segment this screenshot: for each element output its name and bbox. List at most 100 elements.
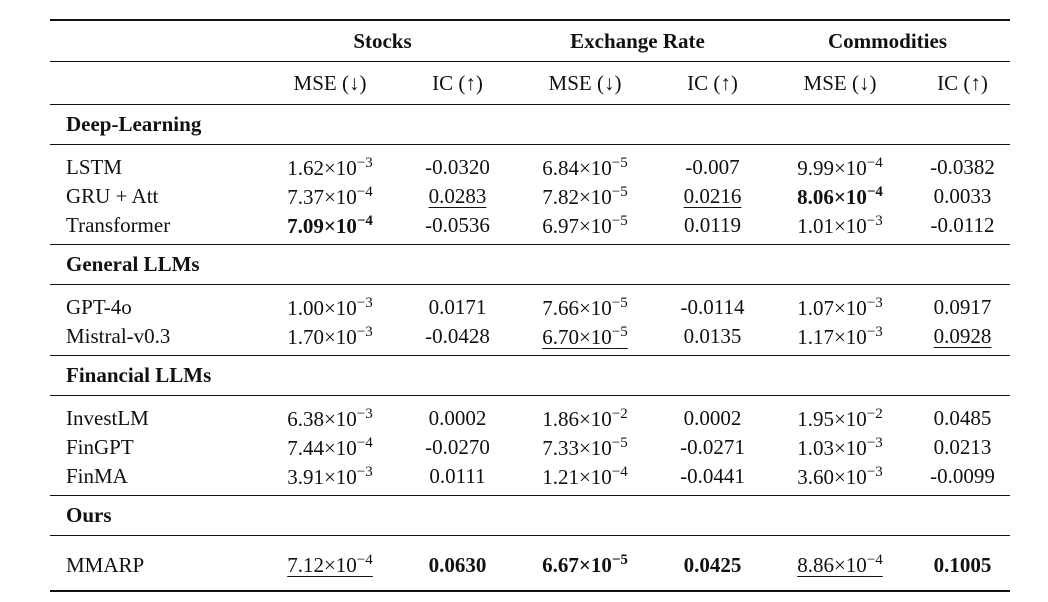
ic-cell: 0.0216 [660, 182, 765, 211]
ic-cell: 0.0135 [660, 322, 765, 356]
mse-value: 6.38×10−3 [287, 405, 373, 431]
mse-cell: 7.82×10−5 [510, 182, 660, 211]
mse-exponent: −4 [356, 434, 373, 451]
section-row: Financial LLMs [50, 355, 1010, 396]
ic-value: 0.0002 [428, 406, 487, 430]
mse-cell: 1.95×10−2 [765, 395, 915, 433]
section-label: Deep-Learning [50, 104, 1010, 145]
ic-cell: 0.0213 [915, 433, 1010, 462]
mse-cell: 1.86×10−2 [510, 395, 660, 433]
mse-mantissa: 6.97 [542, 213, 579, 238]
mse-mantissa: 9.99 [797, 155, 834, 180]
mse-exponent: −3 [356, 154, 373, 171]
mse-mantissa: 8.86 [797, 553, 834, 577]
ic-cell: -0.007 [660, 144, 765, 182]
corner-cell [50, 61, 255, 105]
mse-mantissa: 1.17 [797, 324, 834, 349]
ic-cell: 0.1005 [915, 535, 1010, 592]
table-row: FinGPT 7.44×10−4 -0.0270 7.33×10−5 -0.0271 1.… [50, 433, 1010, 462]
ic-value: 0.0485 [933, 406, 992, 430]
mse-mantissa: 7.66 [542, 295, 579, 320]
mse-exponent: −4 [866, 552, 883, 568]
ic-value: 0.0283 [428, 184, 487, 208]
mse-mantissa: 7.33 [542, 435, 579, 460]
mse-exponent: −3 [866, 323, 883, 340]
table-row: InvestLM 6.38×10−3 0.0002 1.86×10−2 0.0002 1.… [50, 395, 1010, 433]
mse-cell: 6.97×10−5 [510, 211, 660, 245]
ic-value: -0.0382 [930, 155, 995, 179]
mse-cell: 7.44×10−4 [255, 433, 405, 462]
ic-cell: 0.0928 [915, 322, 1010, 356]
mse-exponent: −3 [866, 212, 883, 229]
mse-exponent: −3 [866, 434, 883, 451]
mse-mantissa: 7.12 [287, 553, 324, 577]
ic-value: 0.0002 [683, 406, 742, 430]
metric-header: MSE (↓) [765, 61, 915, 105]
mse-mantissa: 1.21 [542, 464, 579, 489]
ic-cell: -0.0536 [405, 211, 510, 245]
ic-cell: -0.0320 [405, 144, 510, 182]
group-header-exchange-rate: Exchange Rate [510, 19, 765, 62]
mse-value: 1.17×10−3 [797, 323, 883, 349]
group-header-stocks: Stocks [255, 19, 510, 62]
mse-value: 1.70×10−3 [287, 323, 373, 349]
mse-exponent: −3 [866, 294, 883, 311]
mse-mantissa: 1.07 [797, 295, 834, 320]
ic-value: 0.0630 [428, 552, 487, 577]
mse-mantissa: 6.84 [542, 155, 579, 180]
mse-exponent: −5 [611, 212, 628, 229]
metric-header: MSE (↓) [510, 61, 660, 105]
mse-mantissa: 6.38 [287, 406, 324, 431]
mse-cell: 1.01×10−3 [765, 211, 915, 245]
table-row: LSTM 1.62×10−3 -0.0320 6.84×10−5 -0.007 9.99×… [50, 144, 1010, 182]
mse-cell: 6.70×10−5 [510, 322, 660, 356]
mse-value: 8.86×10−4 [797, 552, 883, 577]
mse-cell: 6.67×10−5 [510, 535, 660, 592]
ic-value: 0.0033 [933, 184, 992, 208]
ic-value: 0.0425 [683, 552, 742, 577]
mse-value: 1.86×10−2 [542, 405, 628, 431]
mse-value: 3.91×10−3 [287, 463, 373, 489]
mse-exponent: −5 [611, 323, 628, 340]
mse-value: 8.06×10−4 [797, 183, 883, 209]
ic-value: 0.1005 [933, 552, 992, 577]
mse-mantissa: 3.91 [287, 464, 324, 489]
section-row: General LLMs [50, 244, 1010, 285]
mse-cell: 1.21×10−4 [510, 462, 660, 496]
ic-cell: 0.0171 [405, 284, 510, 322]
mse-cell: 3.91×10−3 [255, 462, 405, 496]
mse-value: 1.07×10−3 [797, 294, 883, 320]
mse-value: 7.82×10−5 [542, 183, 628, 209]
model-name: Transformer [66, 213, 171, 237]
ic-value: 0.0171 [428, 295, 487, 319]
mse-mantissa: 1.01 [797, 213, 834, 238]
ic-value: -0.0271 [680, 435, 745, 459]
ic-cell: 0.0425 [660, 535, 765, 592]
mse-cell: 6.38×10−3 [255, 395, 405, 433]
mse-exponent: −3 [866, 463, 883, 480]
mse-exponent: −5 [611, 294, 628, 311]
ic-value: 0.0928 [933, 324, 992, 348]
mse-value: 7.09×10−4 [287, 212, 373, 238]
metric-header: IC (↑) [405, 61, 510, 105]
ic-cell: 0.0111 [405, 462, 510, 496]
mse-exponent: −3 [356, 463, 373, 480]
ic-value: -0.0441 [680, 464, 745, 488]
mse-cell: 9.99×10−4 [765, 144, 915, 182]
ic-cell: -0.0428 [405, 322, 510, 356]
mse-value: 6.84×10−5 [542, 154, 628, 180]
mse-exponent: −4 [356, 183, 373, 200]
table-row: GRU + Att 7.37×10−4 0.0283 7.82×10−5 0.0216 8… [50, 182, 1010, 211]
ic-value: -0.0114 [680, 295, 745, 319]
ic-value: -0.0099 [930, 464, 995, 488]
mse-mantissa: 1.03 [797, 435, 834, 460]
mse-cell: 6.84×10−5 [510, 144, 660, 182]
mse-value: 1.62×10−3 [287, 154, 373, 180]
mse-value: 7.33×10−5 [542, 434, 628, 460]
mse-value: 7.66×10−5 [542, 294, 628, 320]
mse-cell: 3.60×10−3 [765, 462, 915, 496]
mse-cell: 7.33×10−5 [510, 433, 660, 462]
model-name: InvestLM [50, 395, 255, 433]
ic-cell: 0.0002 [660, 395, 765, 433]
section-label: Financial LLMs [50, 355, 1010, 396]
